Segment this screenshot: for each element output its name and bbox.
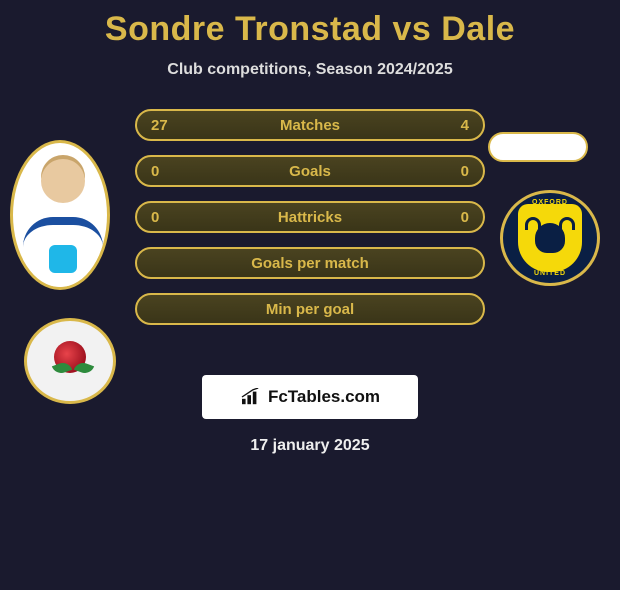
- stat-row-gpm: Goals per match: [135, 247, 485, 279]
- stat-left-value: 27: [151, 117, 168, 134]
- ox-head-icon: [535, 223, 565, 253]
- player-left-photo: [10, 140, 110, 290]
- stat-left-value: 0: [151, 163, 159, 180]
- chart-icon: [240, 388, 262, 406]
- stat-row-mpg: Min per goal: [135, 293, 485, 325]
- page-title: Sondre Tronstad vs Dale: [0, 10, 620, 49]
- stat-label: Hattricks: [278, 209, 342, 226]
- stat-label: Goals: [289, 163, 331, 180]
- stat-label: Goals per match: [251, 255, 369, 272]
- player-right-placeholder: [488, 132, 588, 162]
- stat-label: Min per goal: [266, 301, 354, 318]
- brand-box: FcTables.com: [202, 375, 418, 419]
- stat-right-value: 0: [461, 209, 469, 226]
- leaves-icon: [53, 363, 93, 383]
- stat-left-value: 0: [151, 209, 159, 226]
- club-logo-left: [24, 318, 116, 404]
- player-head-shape: [41, 159, 85, 203]
- oxford-shield-icon: [518, 204, 582, 272]
- stat-label: Matches: [280, 117, 340, 134]
- footer-date: 17 january 2025: [0, 437, 620, 455]
- oxford-text-bot: UNITED: [534, 270, 566, 277]
- stat-right-value: 4: [461, 117, 469, 134]
- stat-row-matches: 27 Matches 4: [135, 109, 485, 141]
- stat-right-value: 0: [461, 163, 469, 180]
- player-jersey-shape: [49, 245, 77, 273]
- stat-row-goals: 0 Goals 0: [135, 155, 485, 187]
- club-logo-right: OXFORD UNITED: [500, 190, 600, 286]
- stat-row-hattricks: 0 Hattricks 0: [135, 201, 485, 233]
- brand-text: FcTables.com: [268, 387, 380, 407]
- subtitle: Club competitions, Season 2024/2025: [0, 61, 620, 79]
